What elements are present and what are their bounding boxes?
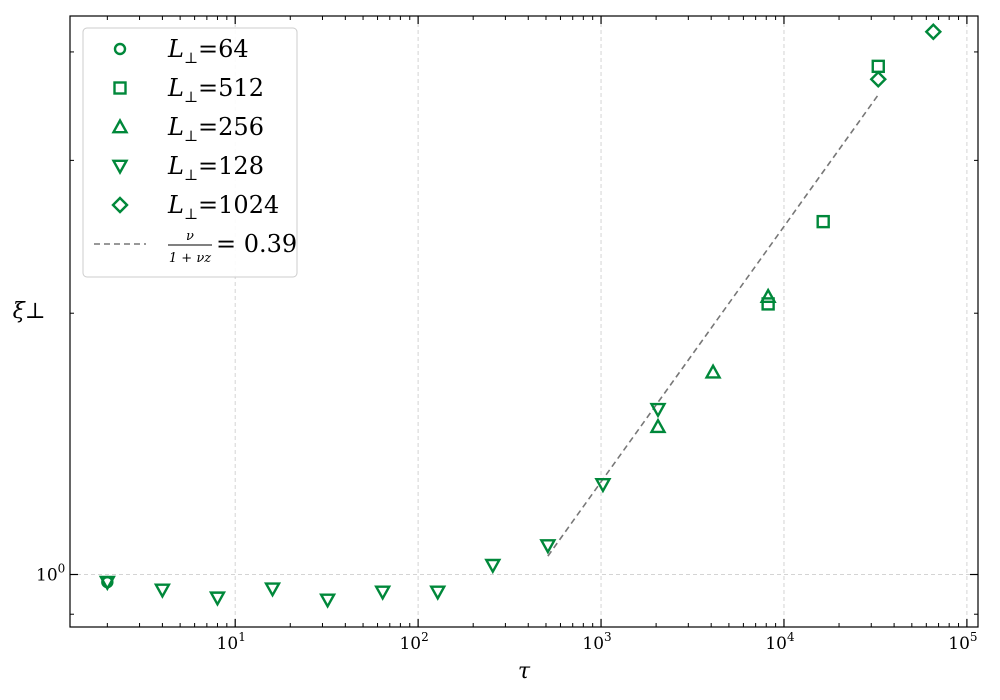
x-tick-label: 102 xyxy=(399,630,428,654)
legend-label-var: L xyxy=(167,35,184,63)
legend-label-var: L xyxy=(167,113,184,141)
data-point xyxy=(924,23,943,41)
legend-label-value: =128 xyxy=(198,152,264,180)
series-L1024 xyxy=(869,23,943,88)
x-tick-label: 104 xyxy=(765,630,795,654)
plot-frame xyxy=(69,15,979,628)
legend-label: L⊥=128 xyxy=(167,152,264,184)
legend-box xyxy=(82,27,298,278)
legend-label-subscript: ⊥ xyxy=(184,166,198,184)
x-tick-exponent: 1 xyxy=(238,630,246,644)
y-tick-label: 100 xyxy=(36,562,65,586)
data-point xyxy=(649,402,667,419)
series-L512 xyxy=(761,59,885,311)
series-L128 xyxy=(98,402,667,609)
data-point xyxy=(98,575,116,592)
data-point xyxy=(208,591,227,607)
legend-label-value: =1024 xyxy=(198,191,279,219)
x-tick-label: 101 xyxy=(217,630,246,654)
data-point xyxy=(539,539,557,555)
data-point xyxy=(319,593,337,609)
legend-marker xyxy=(113,81,127,95)
legend-fit-denominator: 1 + νz xyxy=(169,251,211,266)
legend-fit-numerator: ν xyxy=(186,229,194,244)
x-tick-exponent: 5 xyxy=(970,630,978,644)
data-point xyxy=(429,585,447,601)
legend-label-value: =64 xyxy=(198,35,249,63)
x-tick-exponent: 2 xyxy=(421,630,429,644)
legend-fit-value: = 0.39 xyxy=(216,230,297,258)
legend-label-var: L xyxy=(167,191,184,219)
legend-label-var: L xyxy=(167,74,184,102)
x-tick-exponent: 4 xyxy=(787,630,795,644)
data-point xyxy=(816,214,830,229)
legend-marker xyxy=(111,159,129,175)
fit-line xyxy=(547,94,879,557)
data-point xyxy=(153,583,171,599)
markers-layer xyxy=(98,23,943,609)
x-tick-label: 103 xyxy=(582,630,611,654)
legend-label-var: L xyxy=(167,152,184,180)
x-tick-exponent: 3 xyxy=(604,630,612,644)
legend-label-subscript: ⊥ xyxy=(184,88,198,106)
legend-label-subscript: ⊥ xyxy=(184,127,198,145)
data-point xyxy=(374,585,392,601)
data-point xyxy=(263,582,282,598)
data-point xyxy=(759,287,777,304)
legend-label: L⊥=1024 xyxy=(167,191,279,223)
x-tick-label: 105 xyxy=(948,630,977,654)
legend-label-subscript: ⊥ xyxy=(184,205,198,223)
data-point xyxy=(704,363,722,379)
data-point xyxy=(484,558,502,575)
fit-line-layer xyxy=(547,94,879,557)
legend-label: L⊥=512 xyxy=(167,74,264,106)
legend-label: L⊥=256 xyxy=(167,113,264,145)
data-point xyxy=(761,297,775,311)
y-tick-exponent: 0 xyxy=(58,562,66,576)
data-point xyxy=(594,478,612,494)
x-axis-label: τ xyxy=(518,659,531,684)
data-point xyxy=(869,70,887,88)
legend-label: L⊥=64 xyxy=(167,35,249,67)
data-point xyxy=(649,417,667,434)
legend-marker xyxy=(113,42,127,56)
y-axis-label: ξ⊥ xyxy=(13,299,46,324)
series-L256 xyxy=(649,287,777,434)
legend-label-subscript: ⊥ xyxy=(184,49,198,67)
legend-marker xyxy=(111,196,129,214)
data-point xyxy=(871,59,885,74)
legend-label-value: =256 xyxy=(198,113,264,141)
legend-marker xyxy=(111,118,129,134)
legend-label-value: =512 xyxy=(198,74,264,102)
